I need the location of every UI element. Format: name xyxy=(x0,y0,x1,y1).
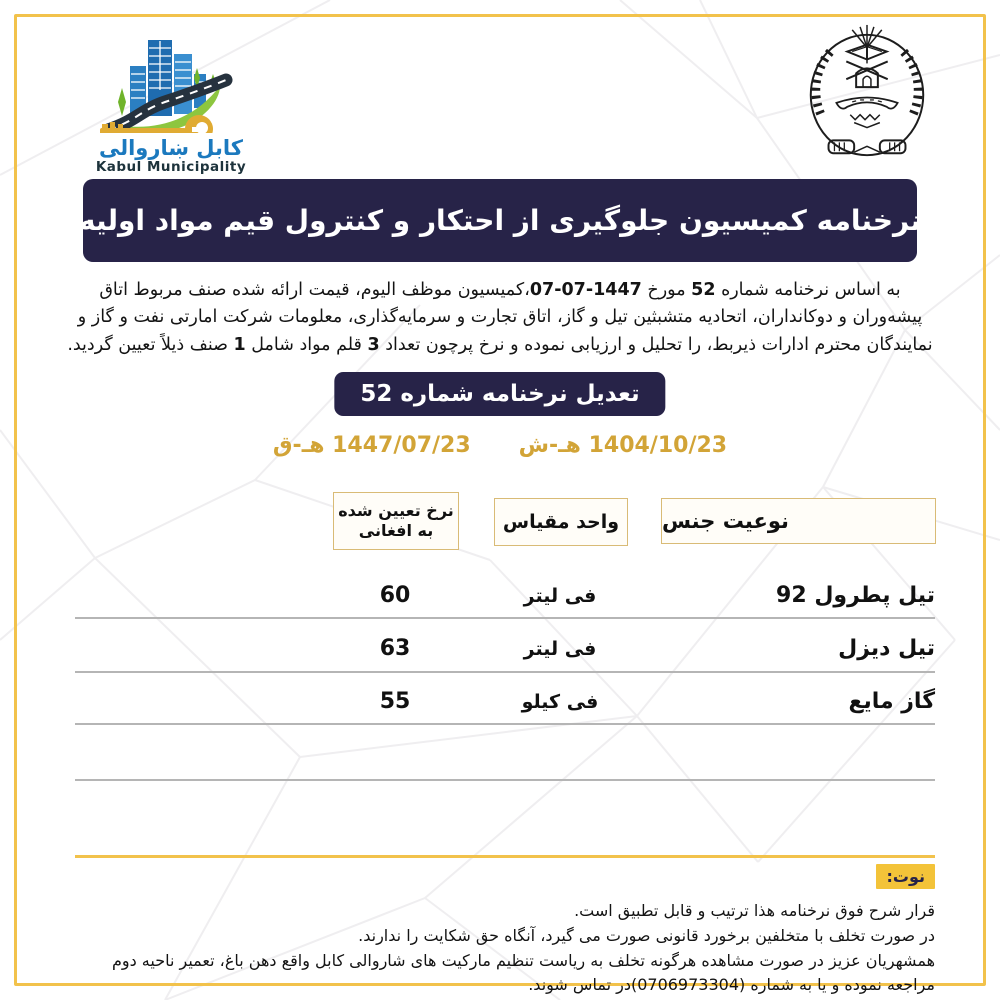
intro-date: 1447-07-07 xyxy=(529,280,642,300)
date-lunar: 1447/07/23 هـ-ق xyxy=(272,433,471,458)
table-row-unit: فی لیتر xyxy=(523,638,597,660)
national-emblem xyxy=(793,20,941,170)
table-row-rate: 63 xyxy=(379,636,411,661)
row-separator xyxy=(75,617,935,619)
logo-title-english: Kabul Municipality xyxy=(95,159,247,176)
intro-part: قلم مواد شامل xyxy=(245,334,368,355)
table-header-item-type: نوعیت جنس xyxy=(661,498,936,544)
note-line: قرار شرح فوق نرخنامه هذا ترتیب و قابل تط… xyxy=(574,901,935,920)
row-separator xyxy=(75,723,935,725)
kabul-municipality-logo: کابل ښاروالی Kabul Municipality xyxy=(86,28,256,178)
city-road-key-icon xyxy=(100,40,233,143)
intro-part: به اساس نرخنامه شماره xyxy=(715,280,901,300)
date-solar: 1404/10/23 هـ-ش xyxy=(518,433,728,458)
intro-paragraph: به اساس نرخنامه شماره 52 مورخ 1447-07-07… xyxy=(66,277,934,359)
emblem-icon xyxy=(809,24,925,157)
note-text: قرار شرح فوق نرخنامه هذا ترتیب و قابل تط… xyxy=(65,899,935,998)
note-divider-line xyxy=(75,855,935,858)
logo-title-pashto: کابل ښاروالی xyxy=(98,136,244,160)
intro-part: ،کمیسیون موظف الیوم، قیمت ارائه شده صنف … xyxy=(77,280,933,355)
table-row-item: گاز مایع xyxy=(848,689,935,714)
note-line: همشهریان عزیز در صورت مشاهده هرگونه تخلف… xyxy=(111,950,935,995)
adjustment-badge: تعدیل نرخنامه شماره 52 xyxy=(334,372,666,416)
note-badge: نوت: xyxy=(876,864,935,889)
table-header-unit: واحد مقیاس xyxy=(494,498,628,546)
table-row-item: تیل دیزل xyxy=(838,636,935,661)
intro-part: صنف ذیلاً تعیین گردید. xyxy=(67,334,234,355)
table-header-rate: نرخ تعیین شده به افغانی xyxy=(333,492,459,550)
date-line: 1404/10/23 هـ-ش 1447/07/23 هـ-ق xyxy=(0,433,1000,458)
row-separator xyxy=(75,779,935,781)
table-row-item: تیل پطرول 92 xyxy=(776,583,935,608)
intro-count-items: 3 xyxy=(367,334,380,355)
table-row-rate: 55 xyxy=(379,689,411,714)
note-line: در صورت تخلف با متخلفین برخورد قانونی صو… xyxy=(358,925,935,945)
intro-count-category: 1 xyxy=(233,334,246,355)
table-row-unit: فی کیلو xyxy=(521,691,599,713)
page-title: نرخنامه کمیسیون جلوگیری از احتکار و کنتر… xyxy=(79,204,921,237)
intro-number-52: 52 xyxy=(691,280,716,300)
title-banner: نرخنامه کمیسیون جلوگیری از احتکار و کنتر… xyxy=(79,179,921,262)
table-row-unit: فی لیتر xyxy=(523,585,597,607)
intro-part: مورخ xyxy=(641,280,692,300)
row-separator xyxy=(75,671,935,673)
table-row-rate: 60 xyxy=(379,583,411,608)
